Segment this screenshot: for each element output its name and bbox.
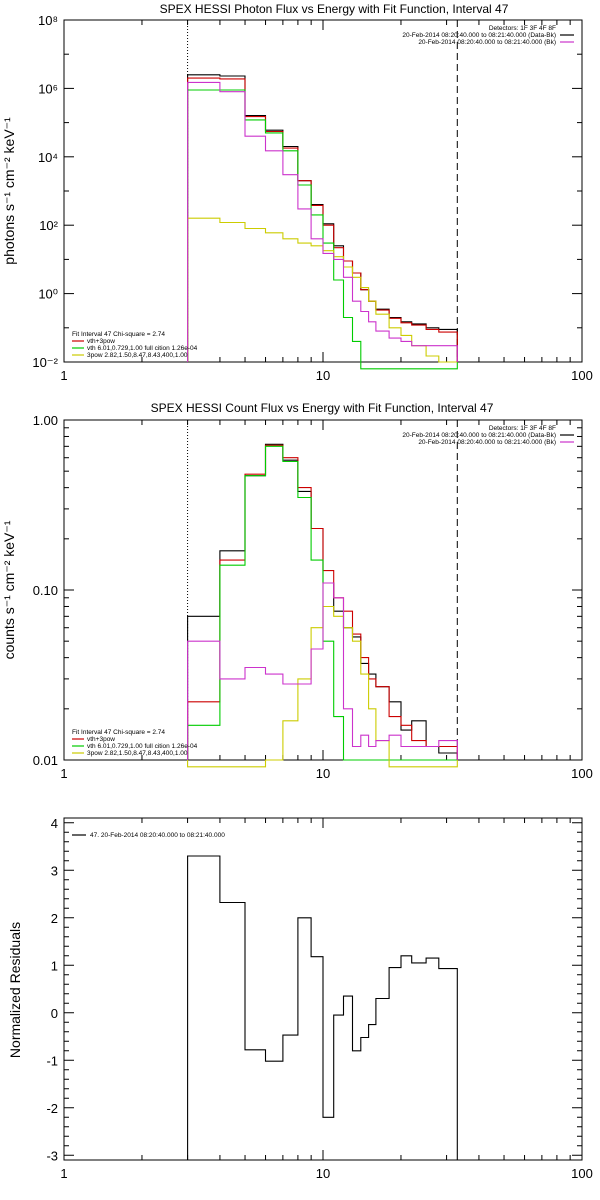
legend-fit-text: vth 6.01,0.729,1.00 full cition 1.26e-04 <box>87 345 198 352</box>
x-tick-label: 10 <box>316 368 330 383</box>
count-flux-ticks: 1 10 100 0.01 0.10 1.00 <box>33 413 593 781</box>
residuals-legend-text: 47. 20-Feb-2014 08:20:40.000 to 08:21:40… <box>90 832 225 839</box>
legend-fit-text: vth+3pow <box>87 736 115 743</box>
count-flux-legend-bottom: Fit Interval 47 Chi-square = 2.74vth+3po… <box>72 729 198 757</box>
y-tick-label: 1 <box>51 958 58 973</box>
count-flux-limit-lines <box>187 420 458 760</box>
photon-flux-title: SPEX HESSI Photon Flux vs Energy with Fi… <box>160 2 509 16</box>
y-tick-label: 1.00 <box>33 413 58 428</box>
x-tick-label: 100 <box>571 766 593 781</box>
residuals-y-axis-label: Normalized Residuals <box>7 922 23 1058</box>
x-tick-label: 100 <box>571 1166 593 1181</box>
photon-flux-limit-lines <box>187 20 458 362</box>
y-tick-label: 3 <box>51 863 58 878</box>
photon-flux-series <box>187 74 458 370</box>
photon-flux-legend-bottom: Fit Interval 47 Chi-square = 2.74vth+3po… <box>72 331 198 359</box>
photon-flux-panel: SPEX HESSI Photon Flux vs Energy with Fi… <box>1 2 593 383</box>
legend-fit-header-text: Fit Interval 47 Chi-square = 2.74 <box>72 729 165 736</box>
count-flux-panel: SPEX HESSI Count Flux vs Energy with Fit… <box>1 401 593 781</box>
y-tick-label: 0.01 <box>33 753 58 768</box>
y-tick-label: 0 <box>51 1006 58 1021</box>
legend-time-text: 20-Feb-2014 08:20:40.000 to 08:21:40.000… <box>418 439 556 446</box>
legend-detectors-text: Detectors: 1F 3F 4F 8F <box>489 425 556 432</box>
y-tick-label: 4 <box>51 816 58 831</box>
legend-time-text: 20-Feb-2014 08:20:40.000 to 08:21:40.000… <box>402 32 556 39</box>
legend-fit-text: 3pow 2.82,1.50,8.47,8.43,400,1.00 <box>87 352 188 359</box>
series-0-step-line <box>187 855 458 1160</box>
x-tick-label: 1 <box>60 766 67 781</box>
x-tick-label: 1 <box>60 368 67 383</box>
legend-fit-header-text: Fit Interval 47 Chi-square = 2.74 <box>72 331 165 338</box>
legend-fit-text: vth+3pow <box>87 338 115 345</box>
y-tick-label: 2 <box>51 911 58 926</box>
legend-fit-text: 3pow 2.82,1.50,8.47,8.43,400,1.00 <box>87 750 188 757</box>
y-tick-label: 10⁴ <box>38 150 58 165</box>
legend-detectors-text: Detectors: 1F 3F 4F 8F <box>489 25 556 32</box>
x-tick-label: 10 <box>316 766 330 781</box>
y-tick-label: -1 <box>46 1053 58 1068</box>
x-tick-label: 1 <box>60 1166 67 1181</box>
residuals-panel: 1 10 100 -3 -2 -1 0 1 2 3 4 Normalized Residuals 4… <box>7 816 593 1181</box>
y-tick-label: -2 <box>46 1101 58 1116</box>
y-tick-label: 10² <box>39 218 58 233</box>
photon-flux-ticks: 1 10 100 10⁻² 10⁰ 10² 10⁴ 10⁶ 10⁸ <box>32 13 593 383</box>
series-2-step-line <box>187 89 458 370</box>
y-tick-label: 10⁶ <box>38 81 58 96</box>
photon-flux-y-axis-label: photons s⁻¹ cm⁻² keV⁻¹ <box>1 117 17 265</box>
series-4-step-line <box>187 81 458 362</box>
legend-time-text: 20-Feb-2014 08:20:40.000 to 08:21:40.000… <box>402 432 556 439</box>
photon-flux-plot-frame <box>63 19 583 363</box>
count-flux-y-axis-label: counts s⁻¹ cm⁻² keV⁻¹ <box>1 520 17 659</box>
x-tick-label: 10 <box>316 1166 330 1181</box>
y-tick-label: 0.10 <box>33 583 58 598</box>
residuals-series <box>187 855 458 1160</box>
count-flux-series <box>187 443 458 768</box>
x-tick-label: 100 <box>571 368 593 383</box>
legend-time-text: 20-Feb-2014 08:20:40.000 to 08:21:40.000… <box>418 39 556 46</box>
y-tick-label: 10⁸ <box>38 13 58 28</box>
count-flux-title: SPEX HESSI Count Flux vs Energy with Fit… <box>151 401 494 415</box>
residuals-ticks: 1 10 100 -3 -2 -1 0 1 2 3 4 <box>46 816 592 1181</box>
y-tick-label: -3 <box>46 1148 58 1163</box>
series-4-step-line <box>187 582 458 760</box>
legend-fit-text: vth 6.01,0.729,1.00 full cition 1.26e-04 <box>87 743 198 750</box>
y-tick-label: 10⁰ <box>38 287 58 302</box>
y-tick-label: 10⁻² <box>32 355 58 370</box>
